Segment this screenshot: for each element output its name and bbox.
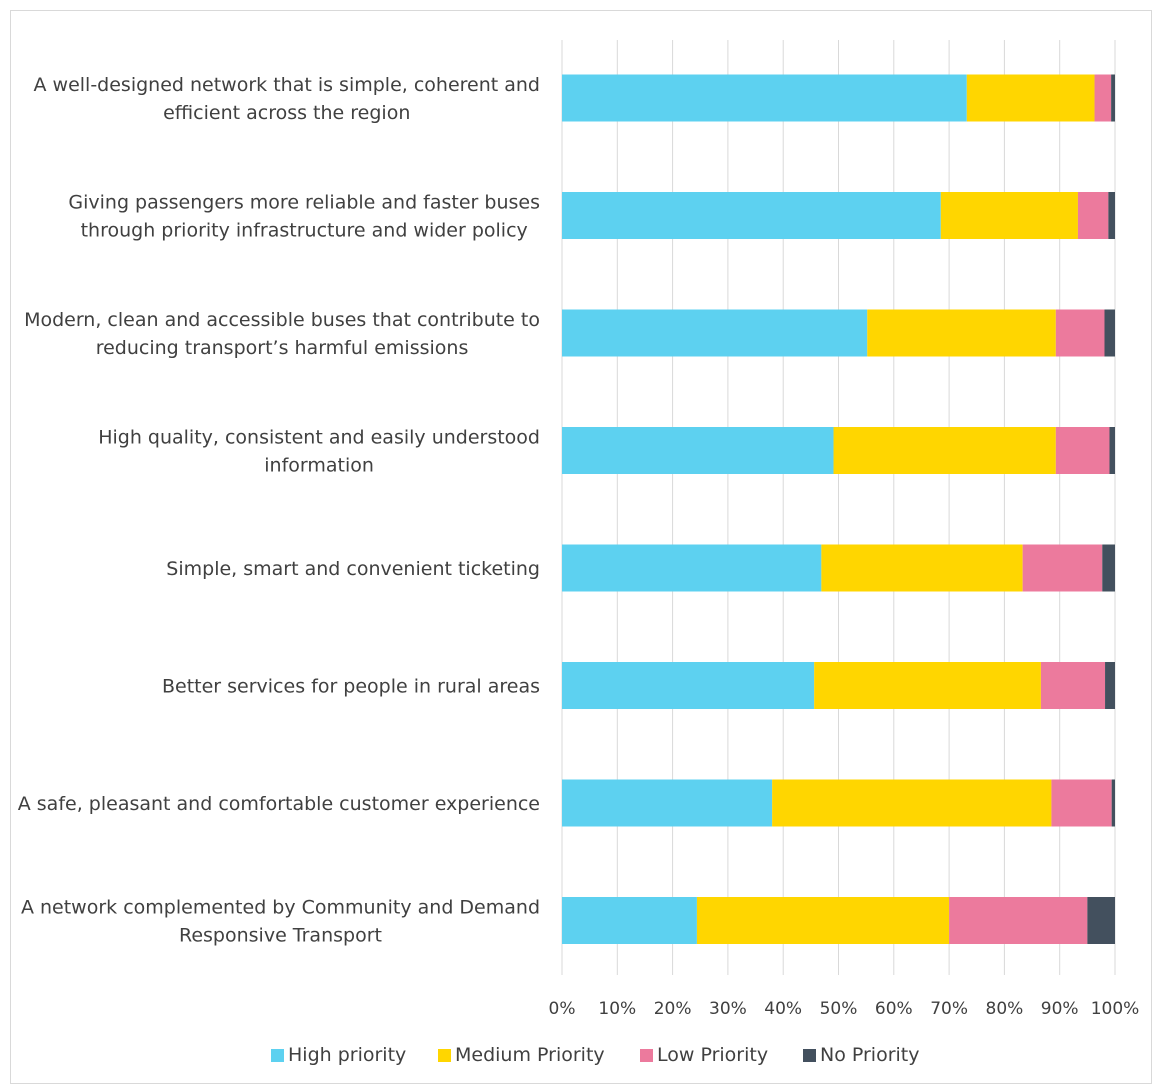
x-tick-label: 40% [764, 999, 802, 1019]
bar-segment [814, 662, 1041, 709]
bar-segment [1105, 662, 1115, 709]
legend-item: High priority [271, 1044, 406, 1066]
bar-segment [1055, 427, 1110, 474]
bar-segment [940, 192, 1078, 239]
bar-segment [772, 779, 1052, 827]
bar-segment [1104, 309, 1115, 357]
x-tick-label: 100% [1091, 999, 1140, 1019]
bar-segment [1051, 779, 1112, 827]
bar-segment [1111, 74, 1115, 122]
x-tick-label: 80% [986, 999, 1024, 1019]
bar-segment [562, 897, 697, 944]
bar-segment [1077, 192, 1109, 239]
legend-label: Low Priority [657, 1044, 768, 1066]
bar-segment [1094, 74, 1112, 122]
bar-segment [1087, 897, 1115, 944]
category-label-line: Giving passengers more reliable and fast… [68, 192, 540, 214]
bar-segment [562, 779, 773, 827]
bar-segment [562, 309, 868, 357]
category-label-line: Modern, clean and accessible buses that … [24, 309, 540, 331]
bars [562, 74, 1115, 944]
category-label: High quality, consistent and easily unde… [98, 427, 540, 477]
x-tick-label: 10% [598, 999, 636, 1019]
category-label-line: High quality, consistent and easily unde… [98, 427, 540, 449]
x-tick-label: 90% [1041, 999, 1079, 1019]
x-tick-label: 70% [930, 999, 968, 1019]
category-label-line: A network complemented by Community and … [21, 897, 540, 919]
bar-segment [1040, 662, 1106, 709]
x-tick-label: 50% [820, 999, 858, 1019]
bar-segment [1022, 544, 1103, 592]
legend-item: No Priority [803, 1044, 920, 1066]
x-tick-labels: 0% 10% 20% 30% 40% 50% 60% 70% 80% 90% 100% [549, 999, 1140, 1019]
category-label: Simple, smart and convenient ticketing [166, 558, 540, 580]
bar-segment [949, 897, 1088, 944]
legend-swatch [438, 1049, 451, 1062]
bar-segment [696, 897, 950, 944]
bar-segment [1108, 192, 1115, 239]
category-label-line: reducing transport’s harmful emissions [96, 337, 469, 359]
category-label: A safe, pleasant and comfortable custome… [18, 793, 540, 815]
x-tick-label: 0% [549, 999, 576, 1019]
legend-swatch [271, 1049, 284, 1062]
legend-label: Medium Priority [455, 1044, 605, 1066]
legend-item: Low Priority [640, 1044, 768, 1066]
category-label-line: Simple, smart and convenient ticketing [166, 558, 540, 580]
category-label-line: information [264, 455, 374, 477]
bar-segment [562, 74, 967, 122]
x-tick-label: 30% [709, 999, 747, 1019]
category-label: Giving passengers more reliable and fast… [68, 192, 540, 242]
bar-segment [562, 544, 822, 592]
category-label: A well-designed network that is simple, … [34, 74, 541, 124]
x-tick-label: 20% [654, 999, 692, 1019]
category-label-line: Better services for people in rural area… [162, 676, 540, 698]
bar-segment [821, 544, 1023, 592]
bar-segment [966, 74, 1095, 122]
legend-label: High priority [288, 1044, 406, 1066]
category-label-line: A safe, pleasant and comfortable custome… [18, 793, 540, 815]
category-label: Better services for people in rural area… [162, 676, 540, 698]
bar-segment [562, 192, 941, 239]
bar-segment [1102, 544, 1115, 592]
x-tick-label: 60% [875, 999, 913, 1019]
bar-segment [1111, 779, 1115, 827]
bar-segment [562, 427, 834, 474]
category-label-line: through priority infrastructure and wide… [81, 220, 528, 242]
category-labels: A well-designed network that is simple, … [18, 74, 540, 947]
bar-segment [1109, 427, 1115, 474]
bar-segment [867, 309, 1056, 357]
category-label-line: Responsive Transport [179, 925, 382, 947]
bar-segment [833, 427, 1056, 474]
bar-segment [562, 662, 815, 709]
gridlines [561, 40, 1116, 975]
bar-segment [1055, 309, 1105, 357]
legend-label: No Priority [820, 1044, 920, 1066]
category-label: A network complemented by Community and … [21, 897, 540, 947]
legend-swatch [640, 1049, 653, 1062]
category-label-line: A well-designed network that is simple, … [34, 74, 541, 96]
category-label-line: efficient across the region [163, 102, 410, 124]
category-label: Modern, clean and accessible buses that … [24, 309, 540, 359]
legend: High priority Medium Priority Low Priority… [271, 1044, 920, 1066]
legend-item: Medium Priority [438, 1044, 605, 1066]
legend-swatch [803, 1049, 816, 1062]
